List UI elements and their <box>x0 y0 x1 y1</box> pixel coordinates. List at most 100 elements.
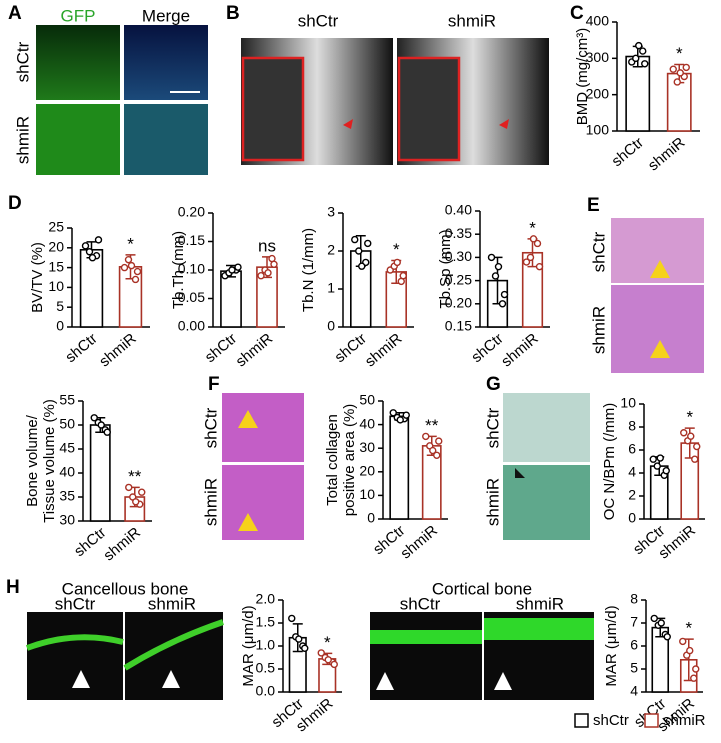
inset <box>397 56 461 162</box>
y-tick-label: 5 <box>630 660 638 676</box>
data-point <box>487 253 496 262</box>
data-point <box>687 432 695 440</box>
data-point <box>498 300 507 308</box>
y-tick-label: 0.5 <box>256 660 276 676</box>
x-tick-label: shmiR <box>645 134 689 174</box>
data-point <box>491 272 500 280</box>
arrowhead <box>499 119 509 129</box>
image <box>124 104 208 175</box>
y-tick-label: 10 <box>620 395 636 411</box>
image <box>222 393 304 462</box>
row-label: shCtr <box>589 231 608 272</box>
bar <box>79 248 104 328</box>
data-point <box>228 266 236 274</box>
arrowhead <box>494 672 512 690</box>
data-point <box>676 69 684 77</box>
label-band <box>484 618 594 640</box>
data-point <box>94 236 103 244</box>
data-point <box>641 60 649 68</box>
panel-label: D <box>8 193 22 214</box>
y-tick-label: 2 <box>628 487 636 503</box>
data-point <box>529 235 538 243</box>
data-point <box>295 635 303 643</box>
data-point <box>690 674 698 682</box>
data-point <box>393 258 401 267</box>
y-tick-label: 0.20 <box>445 295 472 311</box>
data-point <box>435 437 443 445</box>
arrowhead <box>515 468 525 478</box>
panel-label: H <box>6 577 20 598</box>
arrowhead <box>238 410 258 428</box>
panel-title: Cancellous bone <box>62 579 189 598</box>
y-axis-label: BV/TV (%) <box>29 242 46 313</box>
data-point <box>657 619 665 627</box>
y-tick-label: 0.25 <box>445 271 472 287</box>
data-point <box>433 451 441 459</box>
panel-label: C <box>570 3 584 24</box>
y-tick-label: 1.5 <box>256 614 276 630</box>
row-label: shmiR <box>483 478 502 526</box>
data-point <box>673 78 681 86</box>
data-point <box>663 633 671 641</box>
data-point <box>127 261 136 270</box>
y-tick-label: 10 <box>359 486 375 502</box>
micrographs <box>25 25 704 700</box>
column-label: shmiR <box>448 11 496 30</box>
data-point <box>81 242 90 250</box>
row-label: shCtr <box>13 41 32 82</box>
y-tick-label: 0.10 <box>178 261 205 277</box>
arrowhead <box>162 670 180 688</box>
y-tick-label: 8 <box>630 591 638 607</box>
x-tick-label: shmiR <box>96 330 140 370</box>
y-tick-label: 0.35 <box>445 225 472 241</box>
panel-label: F <box>208 374 220 395</box>
data-point <box>324 656 332 664</box>
data-point <box>355 247 363 255</box>
y-tick-label: 0.40 <box>445 202 472 218</box>
panel-title: Cortical bone <box>432 579 532 598</box>
legend-label: shCtr <box>593 712 629 729</box>
panel-label: E <box>587 195 600 216</box>
data-point <box>656 454 664 462</box>
x-tick-label: shmiR <box>498 330 542 370</box>
label-band <box>370 630 482 644</box>
inset <box>241 56 305 162</box>
row-label: shmiR <box>13 116 32 164</box>
y-axis-label: Tb.N (1/mm) <box>300 228 317 312</box>
y-tick-label: 2.0 <box>256 591 276 607</box>
arrowhead <box>238 513 258 531</box>
significance: * <box>686 408 693 427</box>
data-point <box>301 644 309 652</box>
y-tick-label: 30 <box>59 512 75 528</box>
data-point <box>522 258 531 266</box>
y-tick-label: 30 <box>359 439 375 455</box>
y-axis-label: Bone volume/ <box>24 414 41 507</box>
y-axis-label: Tissue volume (%) <box>41 399 58 523</box>
data-point <box>649 455 657 463</box>
image <box>36 104 120 175</box>
column-label: shmiR <box>516 594 564 613</box>
data-point <box>679 637 687 646</box>
y-axis-label: Tb.Sp (mm) <box>437 229 454 308</box>
y-tick-label: 25 <box>48 219 64 235</box>
y-tick-label: 50 <box>59 416 75 432</box>
y-tick-label: 0.15 <box>445 318 472 334</box>
y-tick-label: 40 <box>359 415 375 431</box>
y-tick-label: 6 <box>628 441 636 457</box>
column-label: shCtr <box>400 594 441 613</box>
data-point <box>422 432 430 441</box>
panel-label: B <box>226 3 240 24</box>
y-tick-label: 5 <box>56 298 64 314</box>
data-point <box>494 262 503 271</box>
data-point <box>635 41 643 50</box>
y-tick-label: 20 <box>359 463 375 479</box>
data-point <box>270 260 278 268</box>
y-tick-label: 1 <box>327 280 335 296</box>
y-axis-label: MAR (μm/d) <box>240 605 257 686</box>
y-tick-label: 0.0 <box>256 683 276 699</box>
y-tick-label: 2 <box>327 242 335 258</box>
x-tick-label: shmiR <box>233 330 277 370</box>
x-tick-label: shCtr <box>62 330 100 366</box>
arrowhead <box>72 670 90 688</box>
y-tick-label: 0.20 <box>178 204 205 220</box>
